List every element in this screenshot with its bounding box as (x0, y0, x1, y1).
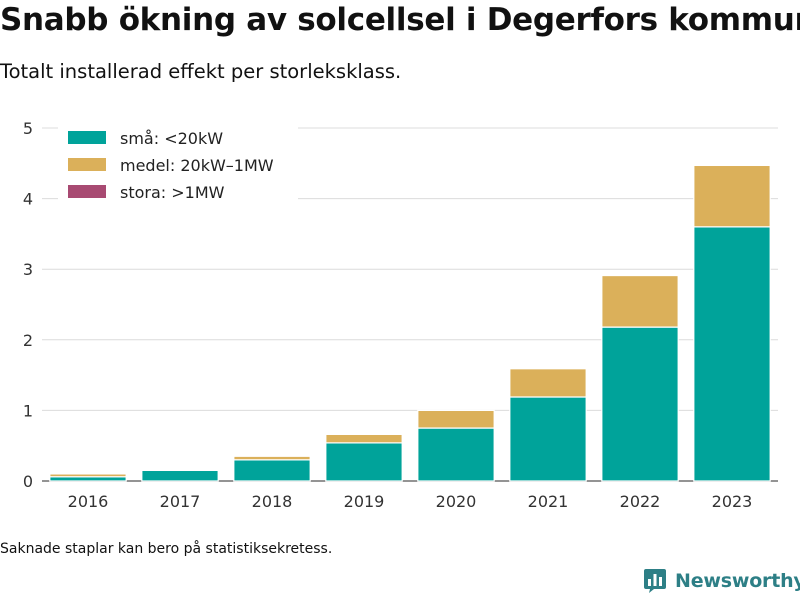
y-tick-label: 2 (23, 331, 33, 350)
y-tick-label: 1 (23, 401, 33, 420)
bar-segment-2022-series-2 (601, 274, 679, 328)
y-tick-label: 0 (23, 472, 33, 491)
footnote: Saknade staplar kan bero på statistiksek… (0, 541, 333, 557)
bar-segment-2018-series-2 (233, 455, 311, 461)
x-tick-label: 2018 (252, 492, 293, 511)
legend-swatch (68, 158, 106, 171)
y-tick-label: 5 (23, 119, 33, 138)
chart-title: Snabb ökning av solcellsel i Degerfors k… (0, 2, 800, 38)
y-tick-label: 4 (23, 190, 33, 209)
x-tick-label: 2017 (160, 492, 201, 511)
bar-segment-2020-series-2 (417, 409, 495, 429)
bar-segment-2021-series-2 (509, 368, 587, 398)
x-tick-label: 2021 (528, 492, 569, 511)
x-tick-label: 2020 (436, 492, 477, 511)
legend-label: stora: >1MW (120, 183, 225, 202)
bar-segment-2023-series-2 (693, 164, 771, 228)
legend-swatch (68, 131, 106, 144)
x-tick-label: 2023 (712, 492, 753, 511)
bar-segment-2021-series-1 (509, 396, 587, 482)
chart-subtitle: Totalt installerad effekt per storlekskl… (0, 60, 402, 83)
bar-segment-2019-series-1 (325, 442, 403, 482)
stacked-bar-chart: 0 1 2 3 4 5 2016 2017 2018 2019 2020 2021 2022 2023 sm… (23, 119, 778, 511)
bar-segment-2016-series-2 (49, 473, 127, 478)
x-tick-label: 2019 (344, 492, 385, 511)
bar-segment-2020-series-1 (417, 427, 495, 482)
x-tick-label: 2022 (620, 492, 661, 511)
y-tick-label: 3 (23, 260, 33, 279)
bar-segment-2022-series-1 (601, 326, 679, 482)
brand-logo[interactable]: Newsworthy (643, 568, 800, 594)
x-tick-label: 2016 (68, 492, 109, 511)
legend-label: medel: 20kW–1MW (120, 156, 274, 175)
bar-segment-2018-series-1 (233, 459, 311, 482)
legend-swatch (68, 185, 106, 198)
bar-segment-2017-series-1 (141, 469, 219, 482)
legend-label: små: <20kW (120, 129, 223, 148)
bar-segment-2019-series-2 (325, 433, 403, 444)
brand-name: Newsworthy (675, 570, 800, 592)
bar-chart-logo-icon (644, 569, 666, 593)
bar-segment-2023-series-1 (693, 226, 771, 482)
bar-segment-2016-series-1 (49, 476, 127, 482)
